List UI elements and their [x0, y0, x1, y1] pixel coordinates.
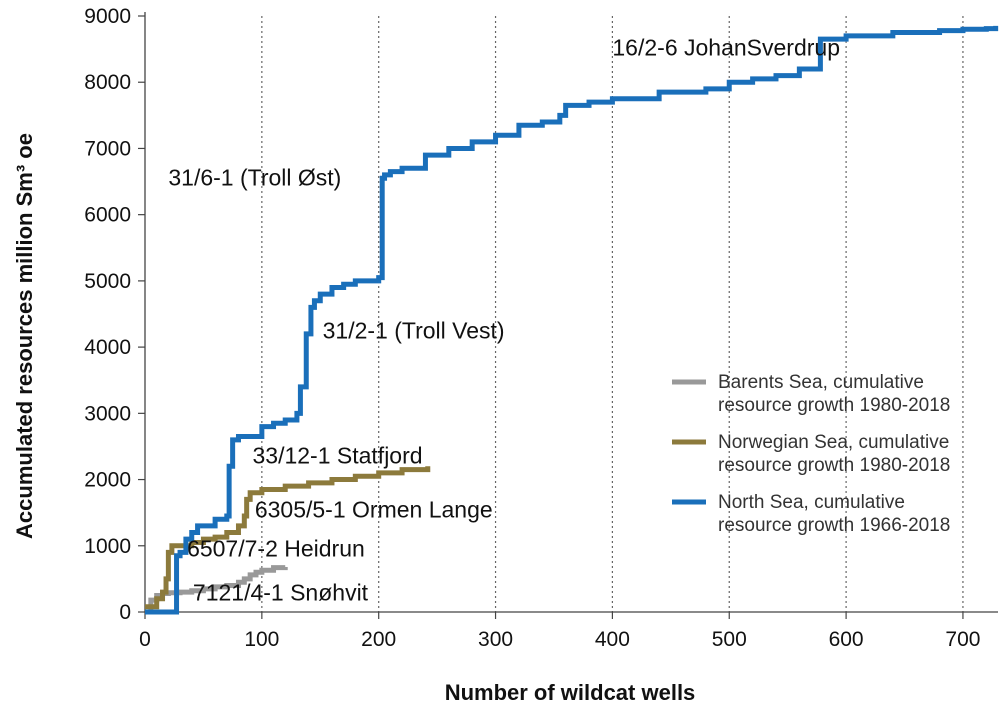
annotation-label: 7121/4-1 Snøhvit: [193, 580, 369, 606]
legend-label-0: resource growth 1980-2018: [718, 395, 950, 416]
x-tick-label: 500: [712, 628, 747, 651]
annotation-label: 16/2-6 JohanSverdrup: [612, 35, 840, 61]
y-axis-title: Accumulated resources million Sm³ oe: [12, 133, 37, 539]
y-tick-label: 9000: [84, 5, 131, 28]
annotation-label: 31/2-1 (Troll Vest): [323, 318, 505, 344]
x-tick-label: 700: [945, 628, 980, 651]
x-tick-label: 400: [595, 628, 630, 651]
annotation-layer: 16/2-6 JohanSverdrup 31/6-1 (Troll Øst) 31…: [168, 35, 840, 606]
y-tick-label: 2000: [84, 469, 131, 492]
annotation-label: 6507/7-2 Heidrun: [187, 535, 365, 561]
y-tick-label: 6000: [84, 204, 131, 227]
annotation-label: 6305/5-1 Ormen Lange: [255, 496, 493, 522]
y-tick-label: 5000: [84, 270, 131, 293]
x-tick-label: 600: [829, 628, 864, 651]
annotation-label: 31/6-1 (Troll Øst): [168, 165, 341, 191]
legend-label-2: resource growth 1966-2018: [718, 515, 950, 536]
legend-label-0: Barents Sea, cumulative: [718, 372, 924, 393]
x-tick-label: 0: [139, 628, 151, 651]
legend-label-2: North Sea, cumulative: [718, 492, 905, 513]
x-axis-title: Number of wildcat wells: [445, 680, 696, 705]
series-line-2: [145, 25, 999, 615]
y-tick-label: 8000: [84, 71, 131, 94]
y-tick-label: 3000: [84, 402, 131, 425]
series-line-1: [145, 466, 431, 610]
x-tick-label: 300: [478, 628, 513, 651]
y-tick-label: 4000: [84, 336, 131, 359]
legend-label-1: Norwegian Sea, cumulative: [718, 432, 949, 453]
x-tick-label: 100: [244, 628, 279, 651]
grid-layer: [261, 16, 964, 612]
x-tick-label: 200: [361, 628, 396, 651]
annotation-label: 33/12-1 Statfjord: [253, 443, 423, 469]
series-layer: [145, 25, 999, 615]
y-tick-label: 1000: [84, 535, 131, 558]
axis-layer: 0 100 200 300 400 500 600 700010002000300040005…: [84, 5, 998, 651]
legend-label-1: resource growth 1980-2018: [718, 455, 950, 476]
y-tick-label: 7000: [84, 137, 131, 160]
y-tick-label: 0: [119, 601, 131, 624]
